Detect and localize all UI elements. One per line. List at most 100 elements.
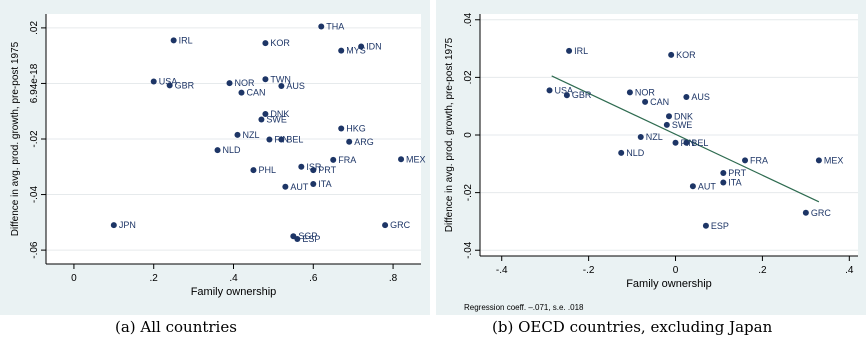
data-point-label: KOR [676, 50, 696, 60]
data-point [262, 76, 269, 83]
chart-b: .04 .02 0 -.02 -.04 -.4 -.2 0 .2 .4 Family ownersh… [436, 0, 866, 315]
data-point [742, 157, 749, 164]
data-point [546, 87, 553, 94]
data-point-label: CAN [650, 97, 669, 107]
x-tick-label: .4 [229, 273, 238, 284]
y-tick-label: .04 [463, 12, 474, 26]
data-point [683, 139, 690, 146]
data-point-label: TWN [270, 74, 291, 84]
data-point-label: IRL [179, 35, 193, 45]
x-tick-label: .8 [389, 273, 398, 284]
data-point-label: MEX [824, 155, 844, 165]
data-point-label: NOR [635, 87, 656, 97]
x-tick-label: .4 [845, 265, 854, 276]
x-tick-label: 0 [71, 273, 77, 284]
data-point-label: ARG [354, 137, 374, 147]
data-point-label: DNK [674, 111, 693, 121]
data-point [166, 82, 173, 89]
data-point-label: KOR [270, 38, 290, 48]
regression-note: Regression coeff. –.071, s.e. .018 [464, 303, 584, 312]
data-point-label: NLD [626, 148, 645, 158]
y-tick-label: .02 [29, 21, 40, 35]
data-point [338, 125, 345, 132]
data-point [683, 93, 690, 100]
data-point [226, 80, 233, 87]
data-point-label: NOR [235, 78, 256, 88]
data-point [278, 82, 285, 89]
data-point-label: GBR [175, 80, 195, 90]
data-point-label: AUT [290, 182, 309, 192]
data-point [262, 40, 269, 47]
data-point [330, 156, 337, 163]
panel-a: .02 6.94e-18 -.02 -.04 -.06 0 .2 .4 .6 .8 Family o… [0, 0, 430, 315]
x-tick-label: -.2 [583, 265, 595, 276]
data-point [626, 89, 633, 96]
data-point [358, 43, 365, 50]
y-tick-label: -.06 [29, 241, 40, 259]
data-point-label: SWE [266, 115, 287, 125]
data-point [566, 47, 573, 54]
panel-b: .04 .02 0 -.02 -.04 -.4 -.2 0 .2 .4 Family ownersh… [436, 0, 866, 315]
data-point [668, 51, 675, 58]
data-point-label: NZL [242, 130, 259, 140]
data-point [318, 23, 325, 30]
data-point [278, 136, 285, 143]
y-tick-label: -.04 [29, 186, 40, 204]
y-axis-title: Diffence in avg. prod. growth, pre-post … [444, 37, 455, 232]
data-point [382, 222, 389, 229]
data-point-label: GBR [572, 90, 592, 100]
y-tick-label: -.02 [29, 130, 40, 148]
data-point-label: AUS [286, 81, 305, 91]
x-axis-title: Family ownership [191, 286, 277, 298]
data-point [563, 92, 570, 99]
x-tick-label: .2 [758, 265, 767, 276]
data-point-label: PHL [258, 165, 276, 175]
data-point-label: GRC [390, 220, 411, 230]
data-point [815, 157, 822, 164]
data-point-label: DNK [270, 109, 289, 119]
data-point [666, 113, 672, 120]
data-point-label: NZL [646, 132, 663, 142]
y-tick-label: .02 [463, 70, 474, 84]
data-point [720, 170, 727, 177]
data-point-label: HKG [346, 123, 366, 133]
data-point-label: AUS [691, 92, 710, 102]
data-point-label: MEX [406, 154, 426, 164]
x-tick-label: .6 [309, 273, 318, 284]
caption-b: (b) OECD countries, excluding Japan [492, 318, 773, 336]
data-point-label: ESP [302, 234, 320, 244]
data-point-label: ISR [306, 162, 322, 172]
data-point [672, 139, 679, 146]
data-point [310, 167, 317, 174]
x-tick-label: -.4 [496, 265, 508, 276]
data-point-label: IRL [574, 46, 588, 56]
data-point-label: IDN [366, 42, 382, 52]
y-tick-label: -.04 [463, 241, 474, 259]
data-point-label: BEL [286, 135, 303, 145]
data-point-label: CAN [246, 88, 265, 98]
data-point [298, 163, 305, 170]
y-axis-title: Diffence in avg. prod. growth, pre-post … [10, 41, 21, 236]
data-point [234, 131, 241, 138]
data-point-label: ITA [318, 179, 331, 189]
data-point [702, 222, 709, 229]
x-tick-label: .2 [150, 273, 159, 284]
data-point [663, 121, 670, 128]
data-point [266, 136, 273, 143]
data-point [170, 37, 177, 44]
data-point [346, 138, 353, 145]
data-point [294, 236, 301, 242]
chart-a: .02 6.94e-18 -.02 -.04 -.06 0 .2 .4 .6 .8 Family o… [0, 0, 430, 315]
data-point-label: JPN [119, 220, 136, 230]
data-point-label: FRA [338, 155, 356, 165]
regression-line [551, 75, 820, 203]
caption-a: (a) All countries [115, 318, 237, 336]
x-axis-title: Family ownership [626, 278, 712, 290]
data-point [238, 89, 245, 96]
data-point [637, 134, 644, 141]
y-tick-label: 6.94e-18 [29, 63, 40, 103]
data-point [338, 47, 345, 54]
data-point-label: ITA [728, 178, 741, 188]
data-point [150, 78, 157, 85]
data-point-label: FRA [750, 155, 768, 165]
